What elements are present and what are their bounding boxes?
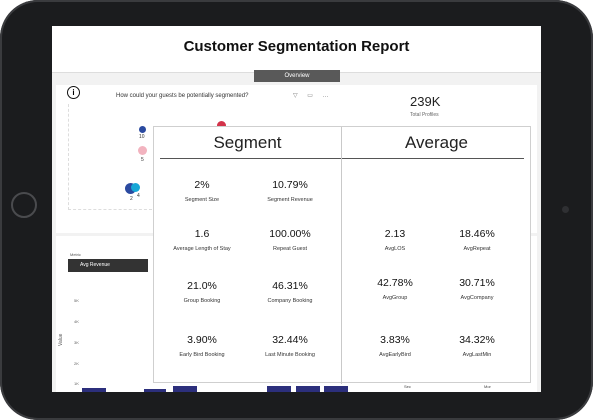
- early-bird-booking-metric: 3.90% Early Bird Booking: [159, 334, 245, 358]
- metric-value: 2%: [194, 179, 210, 191]
- avg-group-metric: 42.78% AvgGroup: [352, 277, 438, 301]
- visual-toolbar-icons[interactable]: ▽ ▭ …: [293, 93, 333, 99]
- y-tick: 3K: [74, 340, 79, 345]
- metric-label: AvgCompany: [460, 295, 494, 301]
- metric-label: Average Length of Stay: [173, 246, 231, 252]
- metric-label: Group Booking: [183, 298, 221, 304]
- tab-overview[interactable]: Overview: [254, 70, 340, 82]
- scatter-label: 10: [139, 134, 145, 140]
- scatter-label: 2: [130, 196, 133, 202]
- revenue-bar[interactable]: [144, 389, 166, 392]
- scatter-point[interactable]: [131, 183, 140, 192]
- scatter-label: 5: [141, 157, 144, 163]
- legend-label: Sec: [404, 384, 411, 389]
- metric-label: AvgRepeat: [463, 246, 491, 252]
- metric-label: AvgEarlyBird: [379, 352, 411, 358]
- scatter-label: 4: [137, 193, 140, 199]
- metric-value: 32.44%: [272, 334, 308, 346]
- last-minute-booking-metric: 32.44% Last Minute Booking: [247, 334, 333, 358]
- scatter-point[interactable]: [139, 126, 146, 133]
- average-length-of-stay-metric: 1.6 Average Length of Stay: [159, 228, 245, 252]
- revenue-bar[interactable]: [324, 386, 348, 392]
- average-header: Average: [404, 133, 468, 152]
- revenue-bar[interactable]: [173, 386, 197, 392]
- metric-label: Company Booking: [267, 298, 313, 304]
- avg-last-min-metric: 34.32% AvgLastMin: [434, 334, 520, 358]
- avg-los-metric: 2.13 AvgLOS: [352, 228, 438, 252]
- metric-label: Segment Size: [184, 197, 220, 203]
- repeat-guest-metric: 100.00% Repeat Guest: [247, 228, 333, 252]
- revenue-bar[interactable]: [82, 388, 106, 392]
- report-title: Customer Segmentation Report: [183, 38, 410, 55]
- metric-value: 30.71%: [459, 277, 495, 289]
- scatter-point[interactable]: [138, 146, 147, 155]
- metric-label: AvgLastMin: [462, 352, 492, 358]
- metric-label: AvgGroup: [382, 295, 408, 301]
- metric-value: 2.13: [384, 228, 406, 240]
- metric-label: Segment Revenue: [267, 197, 313, 203]
- report-header: Customer Segmentation Report: [52, 26, 541, 73]
- metric-value: 100.00%: [269, 228, 311, 240]
- metric-dropdown[interactable]: Avg Revenue: [68, 259, 148, 272]
- metric-label: Metric: [70, 252, 81, 257]
- total-profiles-label: Total Profiles: [410, 112, 439, 118]
- metric-label: Repeat Guest: [273, 246, 307, 252]
- segment-comparison-card: Segment Average 2% Segment Size 10.79% S…: [153, 126, 531, 384]
- scatter-point[interactable]: [125, 183, 136, 194]
- avg-early-bird-metric: 3.83% AvgEarlyBird: [352, 334, 438, 358]
- metric-value: 10.79%: [272, 179, 308, 191]
- segment-header: Segment: [213, 133, 282, 152]
- group-booking-metric: 21.0% Group Booking: [159, 280, 245, 304]
- metric-value: 3.83%: [380, 334, 410, 346]
- segment-revenue-metric: 10.79% Segment Revenue: [247, 179, 333, 203]
- metric-value: 42.78%: [377, 277, 413, 289]
- metric-value: 3.90%: [187, 334, 217, 346]
- revenue-bar[interactable]: [267, 386, 291, 392]
- camera-dot: [562, 206, 569, 213]
- info-icon[interactable]: i: [67, 86, 80, 99]
- scatter-point[interactable]: [217, 121, 226, 130]
- metric-value: 18.46%: [459, 228, 495, 240]
- metric-label: Early Bird Booking: [179, 352, 225, 358]
- column-divider: [341, 127, 342, 384]
- header-divider: [160, 158, 524, 159]
- total-profiles-value: 239K: [410, 94, 441, 109]
- company-booking-metric: 46.31% Company Booking: [247, 280, 333, 304]
- metric-value: 34.32%: [459, 334, 495, 346]
- metric-value: 21.0%: [187, 280, 217, 292]
- metric-label: Last Minute Booking: [265, 352, 315, 358]
- visual-question: How could your guests be potentially seg…: [116, 93, 249, 99]
- y-axis-label: Value: [58, 333, 64, 346]
- avg-company-metric: 30.71% AvgCompany: [434, 277, 520, 301]
- metric-label: AvgLOS: [384, 246, 406, 252]
- revenue-bar[interactable]: [296, 386, 320, 392]
- avg-repeat-metric: 18.46% AvgRepeat: [434, 228, 520, 252]
- segment-scatter: [68, 104, 152, 210]
- y-tick: 2K: [74, 361, 79, 366]
- y-tick: 1K: [74, 381, 79, 386]
- segment-size-metric: 2% Segment Size: [159, 179, 245, 203]
- y-tick: 4K: [74, 319, 79, 324]
- legend-label: Mor: [484, 384, 491, 389]
- metric-value: 46.31%: [272, 280, 308, 292]
- metric-value: 1.6: [194, 228, 210, 240]
- home-button[interactable]: [11, 192, 37, 218]
- y-tick: 5K: [74, 298, 79, 303]
